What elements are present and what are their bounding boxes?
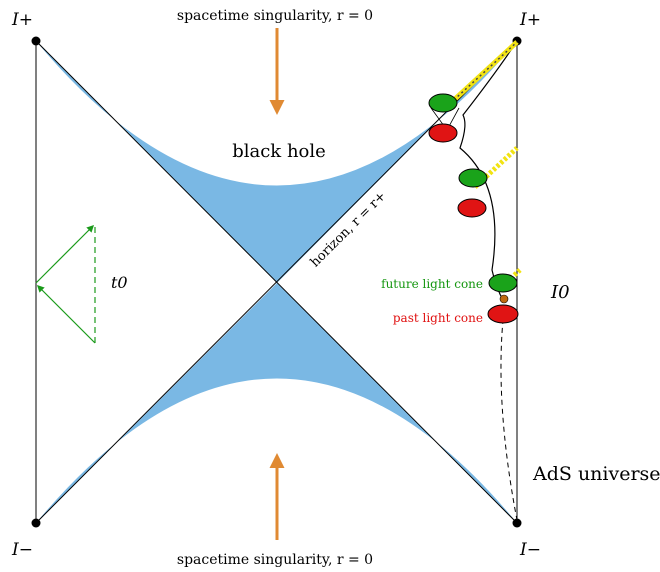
ads-universe-label: AdS universe <box>532 463 660 485</box>
horizon-diagonal-b <box>35 40 518 524</box>
future-light-cone-label: future light cone <box>381 277 483 291</box>
white-hole-region <box>36 283 517 523</box>
observer-event-dot <box>499 294 509 304</box>
i-plus-right-label: I+ <box>519 10 541 30</box>
i0-label: I0 <box>550 282 570 303</box>
singularity-bottom-label: spacetime singularity, r = 0 <box>177 552 373 568</box>
observer-past-worldline <box>500 309 518 521</box>
i-plus-left-label: I+ <box>11 10 33 30</box>
light-cone-pair-1 <box>428 93 460 143</box>
t0-label: t0 <box>111 273 128 292</box>
t0-construction <box>35 224 96 344</box>
i-minus-right-label: I− <box>519 540 541 560</box>
singularity-top-label: spacetime singularity, r = 0 <box>177 8 373 24</box>
black-hole-region <box>36 41 517 283</box>
corner-dot-bottom-right <box>512 518 522 528</box>
black-hole-label: black hole <box>232 141 326 162</box>
corner-dot-bottom-left <box>31 518 41 528</box>
corner-dot-top-left <box>31 36 41 46</box>
light-cone-pair-3 <box>487 273 519 324</box>
i-minus-left-label: I− <box>11 540 33 560</box>
past-light-cone-label: past light cone <box>393 311 483 325</box>
light-cone-pair-2 <box>457 168 488 218</box>
